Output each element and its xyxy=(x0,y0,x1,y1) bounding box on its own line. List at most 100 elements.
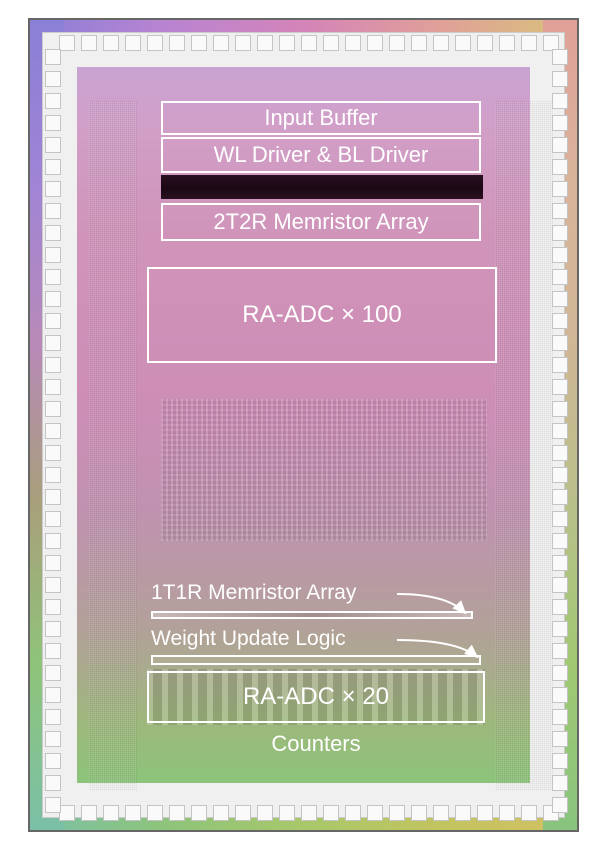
io-pad xyxy=(45,797,61,813)
io-pad xyxy=(552,93,568,109)
io-pad xyxy=(45,203,61,219)
io-pad xyxy=(169,805,185,821)
io-pad xyxy=(169,35,185,51)
io-pad xyxy=(552,357,568,373)
block-memristor-1t1r-label: 1T1R Memristor Array xyxy=(151,581,401,605)
io-pad xyxy=(45,511,61,527)
io-pad xyxy=(235,805,251,821)
io-pad xyxy=(477,35,493,51)
io-pad xyxy=(191,35,207,51)
io-pad xyxy=(45,357,61,373)
io-pad xyxy=(552,489,568,505)
io-pad xyxy=(45,379,61,395)
io-pad xyxy=(45,159,61,175)
io-pad xyxy=(257,35,273,51)
io-pad xyxy=(552,49,568,65)
block-memristor-2t2r-label: 2T2R Memristor Array xyxy=(213,209,428,235)
io-pad xyxy=(367,805,383,821)
io-pad xyxy=(477,805,493,821)
io-pad xyxy=(552,379,568,395)
io-pad xyxy=(45,181,61,197)
io-pad xyxy=(301,35,317,51)
io-pad xyxy=(345,805,361,821)
io-pad xyxy=(552,753,568,769)
io-pad xyxy=(45,445,61,461)
io-pad xyxy=(552,203,568,219)
io-pad xyxy=(521,805,537,821)
block-input-buffer: Input Buffer xyxy=(161,101,481,135)
io-pad xyxy=(552,71,568,87)
io-pad xyxy=(552,621,568,637)
io-pad xyxy=(147,805,163,821)
io-pad xyxy=(552,665,568,681)
io-pad xyxy=(552,335,568,351)
io-pad xyxy=(45,247,61,263)
io-pad xyxy=(552,423,568,439)
io-pad xyxy=(45,731,61,747)
block-weight-update-label: Weight Update Logic xyxy=(151,627,401,651)
io-pad xyxy=(411,805,427,821)
io-pad xyxy=(45,555,61,571)
dark-strip xyxy=(161,175,483,199)
io-pad xyxy=(235,35,251,51)
io-pad xyxy=(45,423,61,439)
io-pad xyxy=(45,709,61,725)
io-pad xyxy=(345,35,361,51)
io-pad xyxy=(45,577,61,593)
io-pad xyxy=(45,49,61,65)
io-pad xyxy=(45,621,61,637)
io-pad xyxy=(552,445,568,461)
block-counters-label: Counters xyxy=(147,731,485,757)
texture-left-column xyxy=(89,101,137,791)
io-pad xyxy=(125,35,141,51)
io-pad xyxy=(45,71,61,87)
io-pad xyxy=(521,35,537,51)
io-pad xyxy=(552,269,568,285)
io-pad xyxy=(45,753,61,769)
io-pad xyxy=(433,35,449,51)
thin-strip-1t1r xyxy=(151,611,473,619)
io-pad xyxy=(552,467,568,483)
io-pad xyxy=(257,805,273,821)
io-pad xyxy=(45,643,61,659)
chip-core: Input Buffer WL Driver & BL Driver 2T2R … xyxy=(77,67,530,783)
io-pad xyxy=(45,291,61,307)
io-pad xyxy=(433,805,449,821)
io-pad xyxy=(552,291,568,307)
block-ra-adc-20-label: RA-ADC × 20 xyxy=(243,683,389,711)
io-pad xyxy=(45,269,61,285)
io-pad xyxy=(455,35,471,51)
io-pad xyxy=(147,35,163,51)
io-pad xyxy=(367,35,383,51)
io-pad xyxy=(552,533,568,549)
io-pad xyxy=(45,137,61,153)
io-pad xyxy=(45,225,61,241)
io-pad xyxy=(279,805,295,821)
io-pad xyxy=(552,709,568,725)
io-pad xyxy=(125,805,141,821)
chip-outline: Input Buffer WL Driver & BL Driver 2T2R … xyxy=(28,18,579,832)
io-pad xyxy=(45,665,61,681)
io-pad xyxy=(389,805,405,821)
block-memristor-2t2r: 2T2R Memristor Array xyxy=(161,203,481,241)
io-pad xyxy=(213,35,229,51)
io-pad xyxy=(81,35,97,51)
io-pad xyxy=(301,805,317,821)
block-wl-bl-driver: WL Driver & BL Driver xyxy=(161,137,481,173)
io-pad xyxy=(552,577,568,593)
io-pad xyxy=(455,805,471,821)
io-pad xyxy=(552,181,568,197)
io-pad xyxy=(59,805,75,821)
io-pad xyxy=(191,805,207,821)
io-pad xyxy=(323,35,339,51)
io-pad xyxy=(279,35,295,51)
io-pad xyxy=(552,599,568,615)
io-pad xyxy=(552,225,568,241)
block-wl-bl-driver-label: WL Driver & BL Driver xyxy=(214,142,429,168)
io-pad xyxy=(552,137,568,153)
io-pad xyxy=(552,313,568,329)
io-pad xyxy=(552,797,568,813)
texture-right-column xyxy=(495,101,553,791)
block-ra-adc-20: RA-ADC × 20 xyxy=(147,671,485,723)
io-pad xyxy=(45,533,61,549)
